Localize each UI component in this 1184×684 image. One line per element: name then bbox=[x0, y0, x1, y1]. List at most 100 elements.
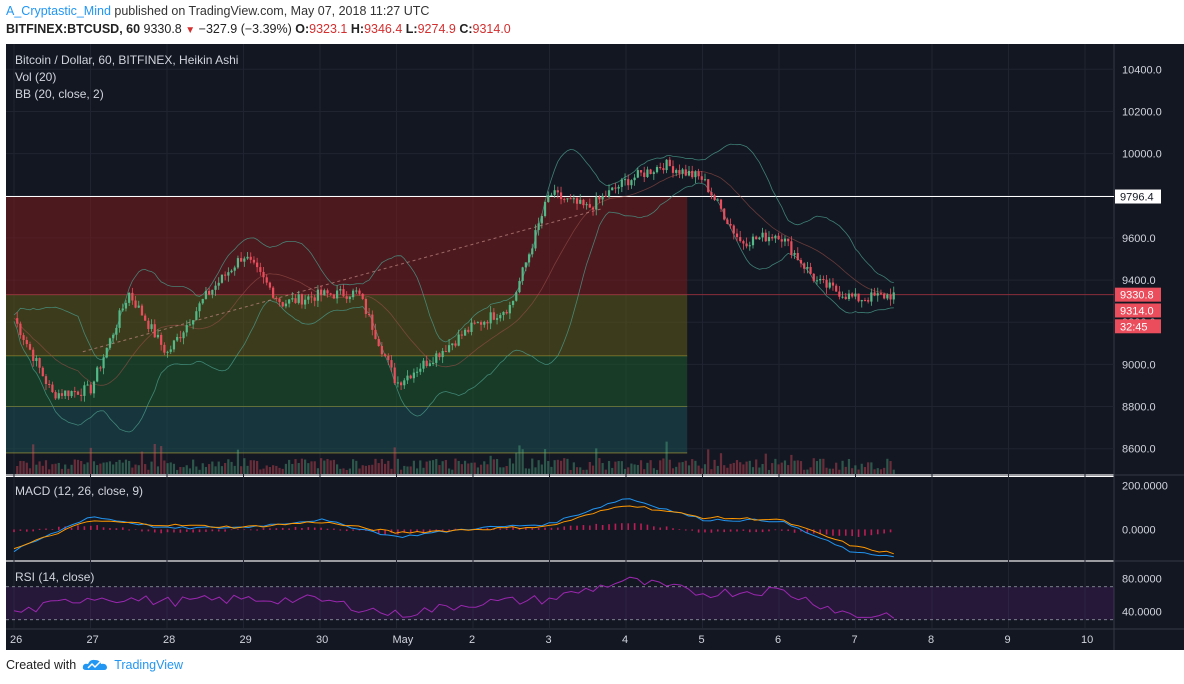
macd-histogram-bar bbox=[19, 529, 22, 531]
volume-bar bbox=[687, 465, 691, 474]
volume-bar bbox=[764, 453, 767, 474]
macd-histogram-bar bbox=[166, 529, 169, 533]
close-price-tag: 9314.0 bbox=[1120, 305, 1154, 317]
volume-bar bbox=[739, 462, 742, 474]
candle bbox=[243, 258, 246, 262]
candle bbox=[412, 372, 415, 379]
candle bbox=[396, 382, 399, 384]
volume-bar bbox=[60, 468, 64, 474]
candle bbox=[227, 272, 230, 276]
macd-histogram-bar bbox=[429, 529, 431, 533]
macd-histogram-bar bbox=[109, 528, 111, 530]
macd-histogram-bar bbox=[333, 528, 335, 530]
volume-bar bbox=[691, 459, 694, 474]
candle bbox=[192, 320, 195, 325]
candle bbox=[614, 187, 617, 189]
candle bbox=[160, 334, 163, 345]
volume-bar bbox=[249, 460, 252, 474]
candle bbox=[809, 266, 812, 274]
candle bbox=[617, 186, 620, 189]
candle bbox=[825, 279, 828, 288]
candle bbox=[233, 267, 236, 271]
candle bbox=[537, 223, 540, 231]
candle bbox=[252, 259, 256, 263]
volume-bar bbox=[326, 458, 329, 474]
candle bbox=[371, 314, 374, 330]
candle bbox=[591, 207, 595, 210]
candle bbox=[579, 199, 582, 204]
volume-bar bbox=[876, 468, 879, 474]
volume-bar bbox=[16, 465, 19, 474]
candle bbox=[409, 375, 412, 379]
volume-bar bbox=[758, 467, 761, 474]
candle bbox=[454, 343, 457, 346]
candle bbox=[441, 350, 444, 358]
volume-bar bbox=[428, 460, 431, 474]
volume-bar bbox=[92, 461, 96, 474]
tradingview-link[interactable]: TradingView bbox=[114, 658, 183, 672]
macd-histogram-bar bbox=[32, 529, 34, 532]
candle bbox=[633, 177, 636, 181]
macd-histogram-bar bbox=[755, 529, 757, 533]
volume-bar bbox=[28, 468, 32, 474]
volume-bar bbox=[585, 469, 588, 474]
candle bbox=[742, 241, 745, 244]
author-link[interactable]: A_Cryptastic_Mind bbox=[6, 4, 111, 18]
macd-histogram-bar bbox=[742, 529, 745, 531]
volume-bar bbox=[665, 441, 668, 474]
volume-bar bbox=[224, 463, 227, 474]
candle bbox=[297, 294, 300, 303]
candle bbox=[240, 258, 243, 262]
created-with-text: Created with bbox=[6, 658, 77, 672]
volume-bar bbox=[35, 464, 38, 474]
macd-histogram-bar bbox=[217, 529, 220, 532]
candle bbox=[534, 230, 537, 249]
volume-bar bbox=[511, 463, 515, 474]
candle bbox=[854, 293, 857, 297]
main-title: Bitcoin / Dollar, 60, BITFINEX, Heikin A… bbox=[15, 53, 239, 67]
candle bbox=[73, 391, 76, 393]
candle bbox=[256, 262, 259, 268]
candle bbox=[518, 280, 521, 293]
candle bbox=[390, 360, 393, 368]
candle bbox=[844, 296, 847, 299]
macd-histogram-bar bbox=[525, 527, 527, 530]
volume-bar bbox=[76, 459, 80, 474]
candle bbox=[780, 239, 783, 242]
candle bbox=[598, 196, 601, 200]
macd-histogram-bar bbox=[780, 529, 783, 531]
time-tick-label: 6 bbox=[775, 634, 781, 646]
candle bbox=[153, 324, 156, 338]
candle bbox=[336, 290, 339, 299]
price-tick-label: 9600.0 bbox=[1122, 233, 1156, 245]
candle bbox=[729, 223, 732, 226]
volume-bar bbox=[835, 462, 838, 474]
symbol-label: BITFINEX:BTCUSD, 60 bbox=[6, 22, 141, 36]
chart-area[interactable]: 10400.010200.010000.09800.09600.09400.09… bbox=[0, 40, 1184, 650]
volume-bar bbox=[627, 467, 630, 474]
candle bbox=[208, 290, 211, 295]
volume-bar bbox=[537, 460, 540, 474]
volume-bar bbox=[444, 460, 447, 474]
volume-bar bbox=[847, 459, 851, 474]
time-tick-label: 7 bbox=[852, 634, 858, 646]
volume-bar bbox=[531, 458, 534, 474]
candle bbox=[563, 199, 566, 201]
volume-bar bbox=[556, 459, 559, 474]
candle bbox=[889, 294, 892, 300]
volume-bar bbox=[812, 458, 815, 474]
macd-histogram-bar bbox=[441, 529, 444, 531]
macd-histogram-bar bbox=[38, 528, 41, 530]
candle bbox=[182, 332, 185, 339]
macd-histogram-bar bbox=[384, 529, 386, 535]
candle bbox=[246, 256, 249, 259]
candle bbox=[700, 176, 703, 180]
volume-bar bbox=[358, 468, 361, 474]
candle bbox=[543, 201, 547, 217]
volume-bar bbox=[435, 458, 438, 474]
volume-bar bbox=[294, 459, 297, 474]
vol-indicator-label: Vol (20) bbox=[15, 70, 57, 84]
candle bbox=[611, 187, 614, 191]
volume-bar bbox=[361, 465, 364, 474]
candle bbox=[601, 195, 604, 200]
